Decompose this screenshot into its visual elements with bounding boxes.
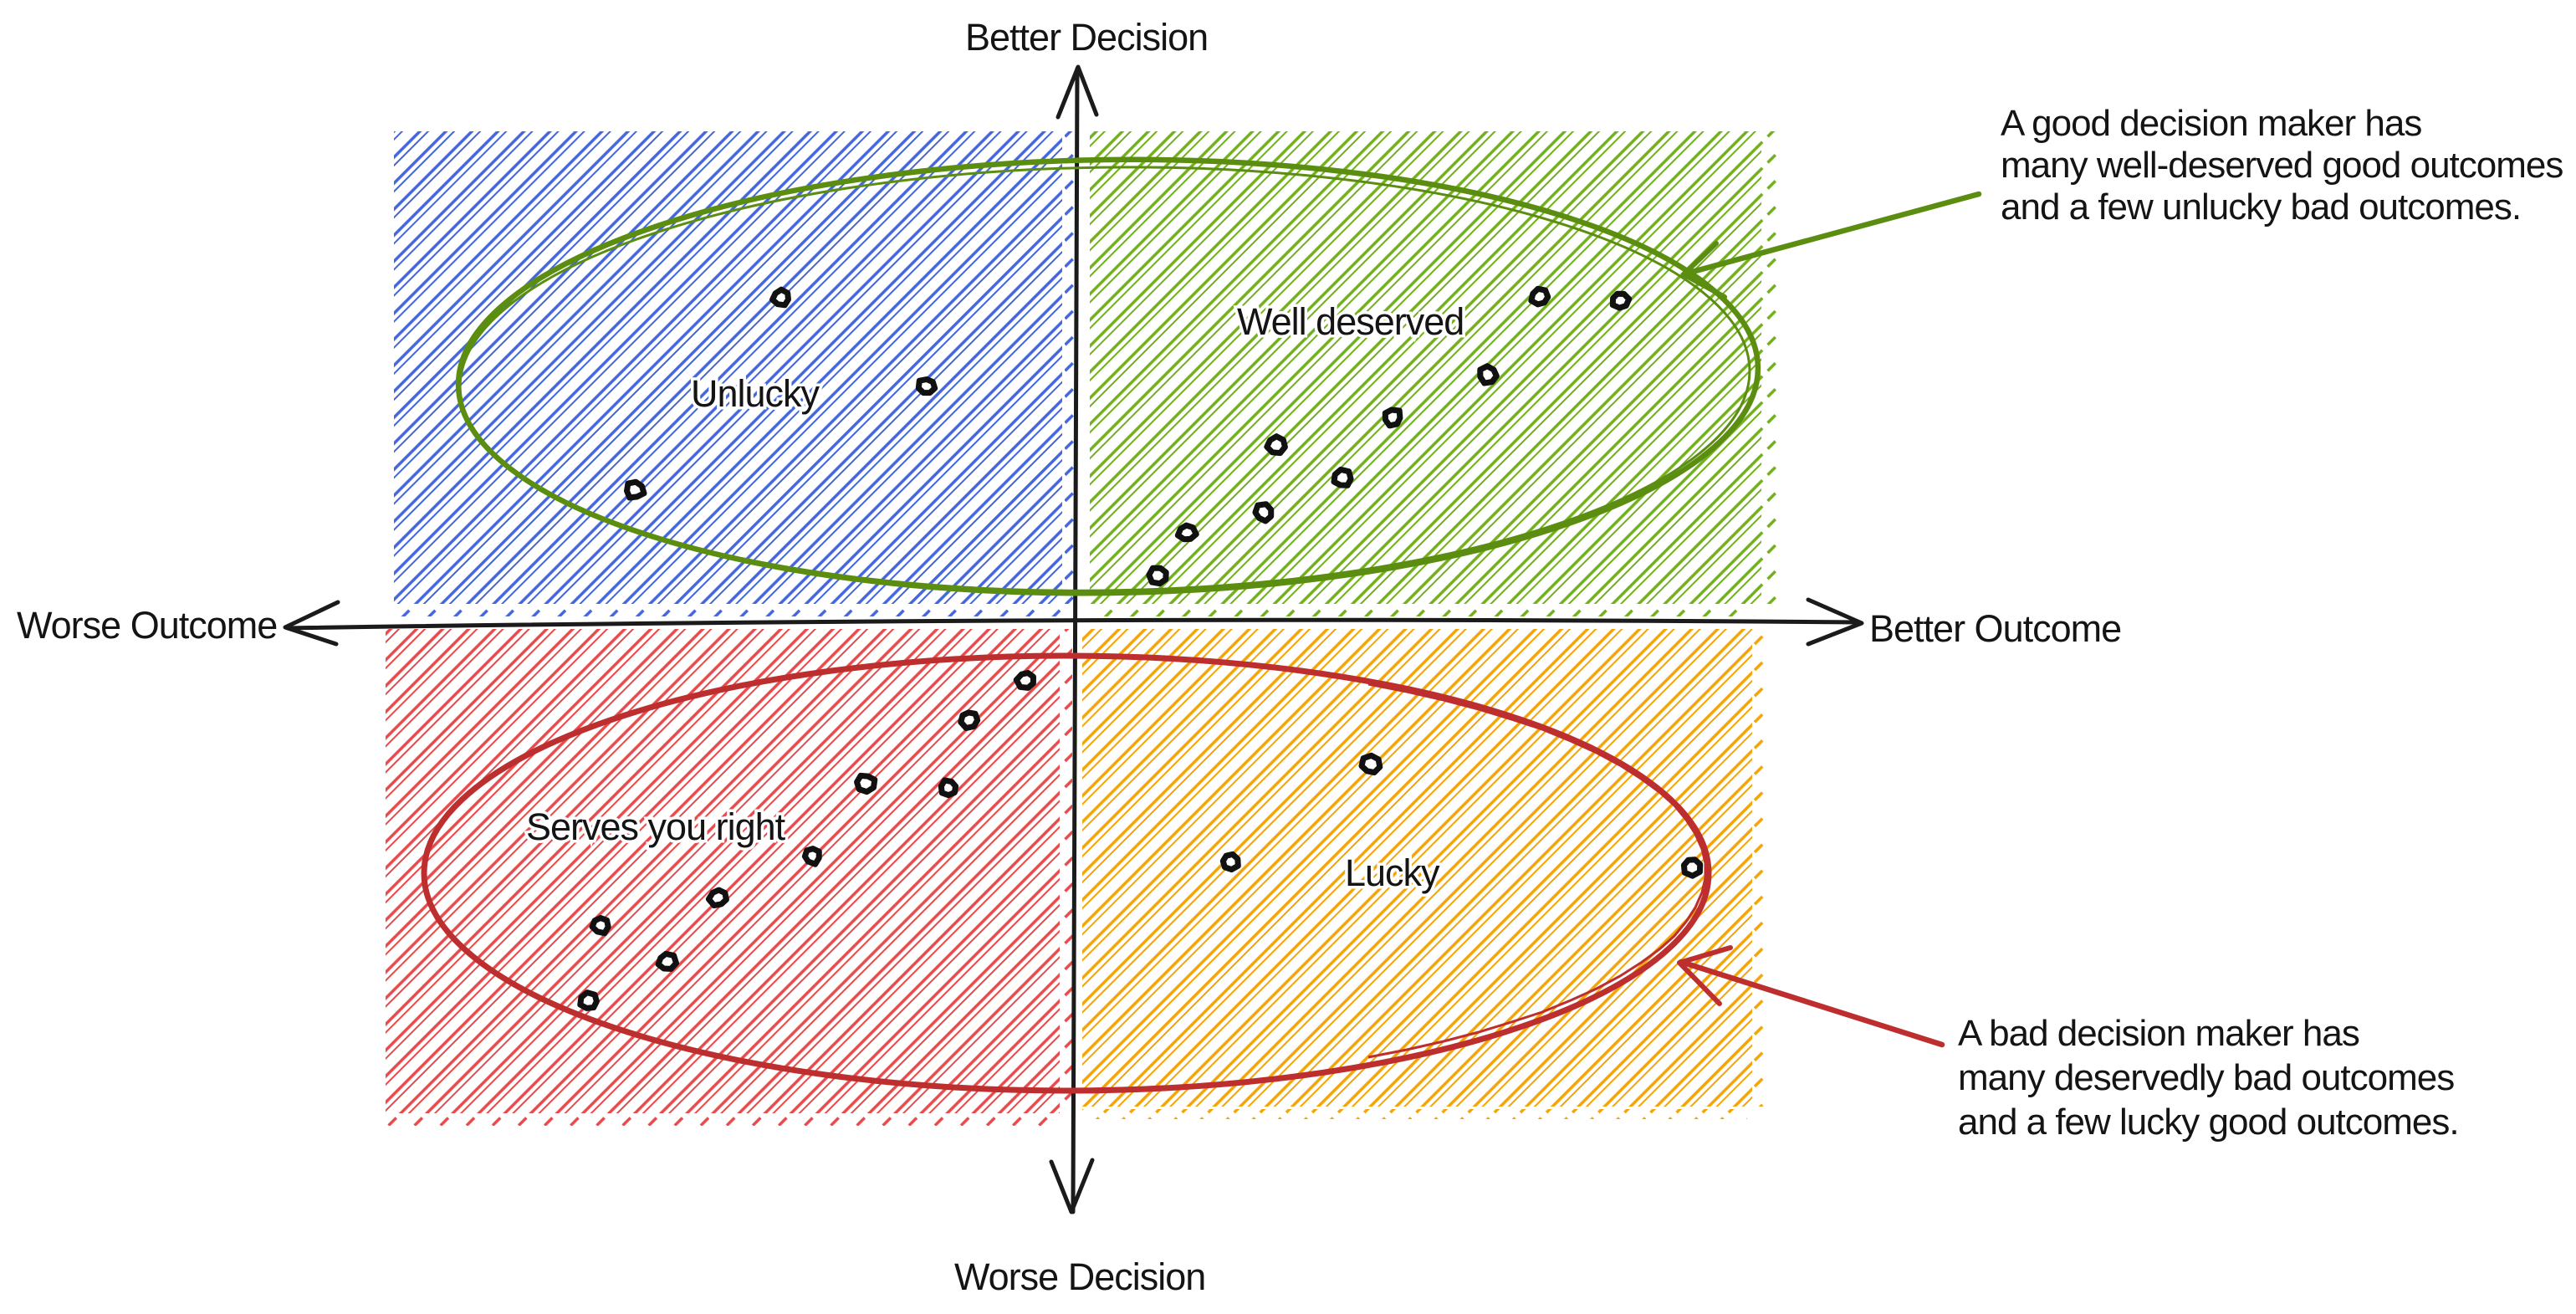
svg-text:Serves you right: Serves you right [526,805,786,848]
svg-text:Worse Decision: Worse Decision [954,1255,1205,1298]
svg-text:Unlucky: Unlucky [691,372,820,415]
svg-text:many deservedly bad outcomes: many deservedly bad outcomes [1958,1057,2454,1098]
svg-text:many well-deserved good outcom: many well-deserved good outcomes [2001,145,2563,186]
svg-text:A bad decision maker has: A bad decision maker has [1958,1013,2359,1054]
svg-text:A good decision maker has: A good decision maker has [2001,103,2421,144]
svg-text:and a few unlucky bad outcomes: and a few unlucky bad outcomes. [2001,187,2521,228]
svg-text:Well deserved: Well deserved [1237,300,1464,343]
svg-text:Better Outcome: Better Outcome [1869,607,2121,650]
svg-text:Worse Outcome: Worse Outcome [17,604,277,647]
svg-text:and a few lucky good outcomes.: and a few lucky good outcomes. [1958,1102,2459,1143]
svg-text:Lucky: Lucky [1345,851,1440,894]
svg-text:Better Decision: Better Decision [965,16,1208,59]
